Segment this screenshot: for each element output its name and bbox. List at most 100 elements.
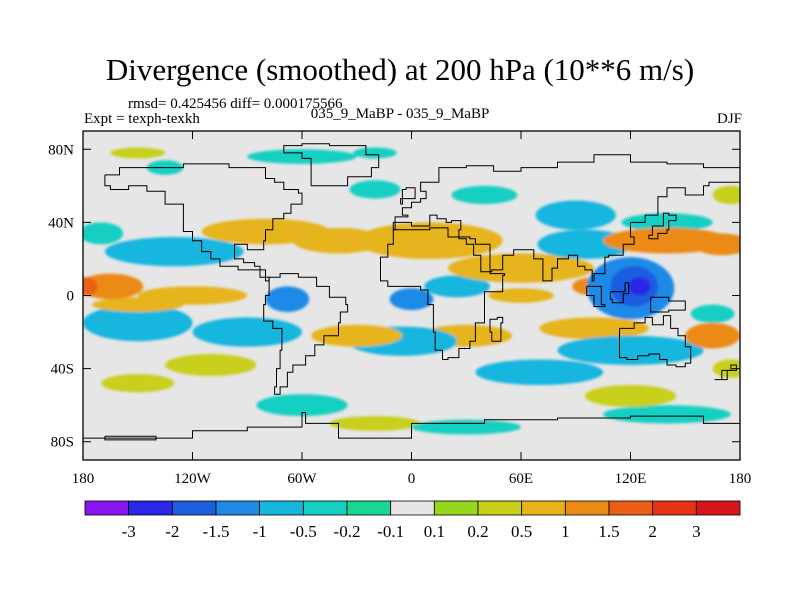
colorbar-swatch [652,500,697,516]
y-tick-label: 80S [51,435,74,451]
coastline-outline [83,143,740,441]
divergence-cell [539,317,649,340]
divergence-cell [628,277,651,296]
divergence-cell [535,200,616,230]
colorbar-label: -2 [165,522,179,541]
divergence-cell [353,147,397,159]
colorbar-swatch [215,500,261,516]
divergence-cell [712,359,740,378]
divergence-cell [104,237,244,267]
colorbar-swatch [259,500,304,516]
x-tick-label: 0 [408,471,416,487]
y-axis: 80N 40N 0 40S 80S [48,142,740,451]
colorbar-label: 2 [648,522,657,541]
divergence-cell [603,227,731,254]
divergence-cell [265,286,310,312]
colorbar-label: 0.1 [424,522,445,541]
divergence-cell [101,374,175,393]
divergence-cell [165,353,257,376]
divergence-cell [329,416,421,431]
colorbar-label: -0.2 [334,522,361,541]
coastline-segment [283,143,380,187]
divergence-cell [110,147,166,159]
divergence-cell [475,359,604,386]
coastline-segment [392,154,740,282]
divergence-cell [311,324,403,347]
coastline-segment [83,412,740,439]
coastline-segment [714,364,737,381]
y-tick-label: 0 [67,289,75,305]
colorbar-label: 0.5 [511,522,532,541]
coastline-segment [619,315,692,368]
colorbar-swatch [171,500,217,516]
divergence-cell [451,185,518,205]
x-tick-label: 120W [174,471,212,487]
colorbar-swatch [390,500,435,516]
colorbar-swatch [477,500,523,516]
coastline-segment [609,282,630,304]
y-tick-label: 40N [48,215,74,231]
y-tick-label: 80N [48,142,74,158]
divergence-cell [685,322,740,349]
season-label: DJF [716,111,742,127]
divergence-cell [83,273,144,300]
colorbar-label: -1.5 [203,522,230,541]
divergence-cell [389,288,434,311]
colorbar-swatch [302,500,348,516]
x-tick-label: 60E [509,471,533,487]
colorbar-swatch [433,500,479,516]
x-tick-label: 180 [729,471,752,487]
divergence-cell [424,275,490,298]
x-axis: 180 120W 60W 0 60E 120E 180 [72,131,752,487]
x-tick-label: 180 [72,471,95,487]
colorbar-label: 3 [692,522,701,541]
divergence-cell [621,213,713,232]
colorbar-label: 1.5 [598,522,619,541]
coastline-segment [104,435,157,441]
chart-title: Divergence (smoothed) at 200 hPa (10**6 … [105,52,695,87]
colorbar-label: 1 [561,522,570,541]
comparison-label: 035_9_MaBP - 035_9_MaBP [310,106,490,122]
coastline-segment [380,227,506,360]
coastline-segment [489,316,504,342]
coastline-segment [648,212,677,240]
colorbar-swatch [84,500,130,516]
divergence-cell [256,394,348,417]
colorbar-label: 0.2 [467,522,488,541]
colorbar: -3 -2 -1.5 -1 -0.5 -0.2 -0.1 0.1 0.2 0.5 1 1.5 2 3 [84,500,741,541]
colorbar-label: -0.5 [290,522,317,541]
divergence-cell [603,405,731,424]
x-tick-label: 60W [287,471,317,487]
divergence-cell [83,222,124,245]
colorbar-swatch [564,500,610,516]
colorbar-swatch [346,500,392,516]
divergence-cell [192,317,302,347]
colorbar-label: -1 [253,522,267,541]
coastline-segment [586,285,606,307]
divergence-cell [83,304,193,342]
colorbar-swatch [695,500,741,516]
colorbar-label: -3 [122,522,136,541]
coastline-segment [400,187,416,205]
coastline-segment [650,296,686,313]
divergence-cell [557,335,704,365]
colorbar-swatch [521,500,566,516]
colorbar-label: -0.1 [377,522,404,541]
colorbar-swatch [128,500,173,516]
divergence-cell [584,385,677,407]
divergence-cell [690,304,735,323]
divergence-cell [712,185,740,205]
divergence-cell [83,277,98,296]
coastline-segment [263,273,349,395]
rmsd-stats-label: rmsd= 0.425456 diff= 0.000175566 [128,96,343,112]
colorbar-swatch [608,500,654,516]
divergence-cell [92,297,184,312]
experiment-label: Expt = texph-texkh [84,111,200,127]
coastline-segment [104,163,303,282]
divergence-cell [411,419,521,435]
x-tick-label: 120E [615,471,647,487]
divergence-cell [488,288,554,303]
divergence-field [83,147,740,435]
y-tick-label: 40S [51,362,74,378]
